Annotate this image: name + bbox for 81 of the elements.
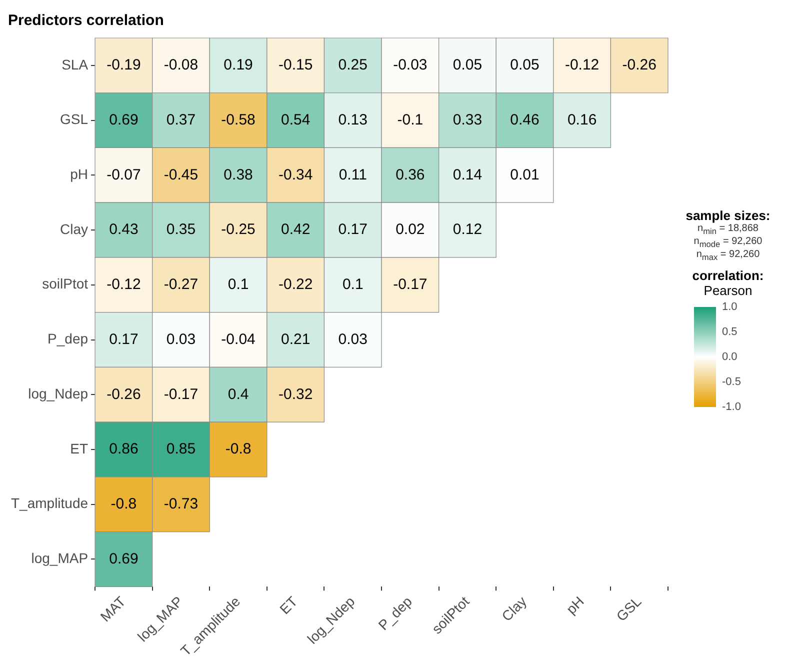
data-label: 0.37 [166,111,196,128]
data-label: 0.43 [109,221,138,238]
y-tick-label: pH [70,166,88,182]
color-bar-label: -1.0 [722,400,741,414]
text: n$_{min}$ = 18,868 [696,223,760,236]
y-tick-label: Clay [60,220,88,237]
data-label: -0.34 [278,166,313,184]
data-label: 0.17 [338,221,368,238]
data-label: 0.4 [228,386,249,403]
data-label: 0.02 [396,221,425,238]
y-tick-label: ET [70,440,88,456]
data-label: -0.1 [397,111,424,128]
data-label: 0.1 [228,276,249,294]
data-label: -0.07 [106,166,141,184]
data-label: 0.11 [338,166,367,184]
data-label: 0.17 [109,330,138,348]
data-label: -0.73 [164,495,198,512]
y-tick-label: GSL [60,111,88,128]
y-tick-label: log_Ndep [28,385,88,402]
y-tick-label: T_amplitude [10,495,88,512]
data-label: -0.25 [221,221,256,238]
data-label: 0.36 [396,166,425,184]
text: n$_{mode}$ = 92,260 [692,236,764,249]
data-label: -0.04 [221,330,256,348]
color-bar-label: 0.5 [722,325,738,339]
data-label: 0.1 [342,276,364,294]
x-tick-label: ET [276,592,301,618]
data-label: -0.26 [106,386,141,403]
data-label: 0.85 [166,440,196,458]
data-label: -0.58 [221,111,256,128]
data-label: 0.19 [224,56,253,74]
x-tick-label: GSL [613,592,644,624]
y-tick-label: P_dep [48,330,88,347]
data-label: 0.16 [567,111,597,128]
data-label: -0.8 [110,495,137,512]
y-tick-label: soilPtot [42,276,88,292]
text: sample sizes: [684,208,772,223]
color-bar-title: Pearson [702,283,754,298]
data-label: 0.05 [452,56,482,74]
x-tick-label: pH [562,593,587,618]
data-label: 0.01 [510,166,540,184]
color-bar-label: 0.0 [722,350,738,364]
data-label: 0.86 [109,440,138,458]
data-label: 0.05 [510,56,540,74]
data-label: -0.17 [164,386,198,403]
data-label: -0.15 [278,56,313,74]
color-bar-label: 1.0 [722,300,738,314]
color-bar-label: -0.5 [722,375,741,389]
data-label: 0.25 [338,56,368,74]
data-label: 0.03 [166,330,196,348]
data-label: 0.42 [280,221,310,238]
data-label: 0.33 [452,111,482,128]
legend-title: correlation: [691,268,765,283]
data-label: 0.14 [452,166,482,184]
data-label: -0.19 [106,56,141,74]
chart-title: Predictors correlation [8,12,164,30]
data-label: 0.35 [166,221,196,238]
x-tick-label: Clay [498,593,530,624]
data-label: 0.46 [510,111,540,128]
data-label: -0.17 [393,276,428,294]
y-tick-label: log_MAP [31,550,88,566]
data-label: 0.03 [338,330,368,348]
data-label: 0.21 [280,330,310,348]
data-label: 0.13 [338,111,368,128]
data-label: -0.03 [393,56,428,74]
data-label: -0.45 [164,166,198,184]
text: n$_{max}$ = 92,260 [695,249,761,262]
data-label: -0.26 [622,56,656,74]
data-label: -0.22 [278,276,313,294]
data-label: -0.8 [225,440,252,458]
data-label: -0.27 [164,276,198,294]
data-label: 0.54 [280,111,310,128]
data-label: 0.12 [452,221,482,238]
data-label: 0.69 [109,550,138,568]
data-label: -0.12 [564,56,600,74]
y-tick-label: SLA [62,56,89,72]
data-label: 0.69 [109,111,138,128]
data-label: -0.08 [164,56,198,74]
data-label: -0.32 [278,386,313,403]
data-label: -0.12 [106,276,141,294]
data-label: 0.38 [224,166,253,184]
